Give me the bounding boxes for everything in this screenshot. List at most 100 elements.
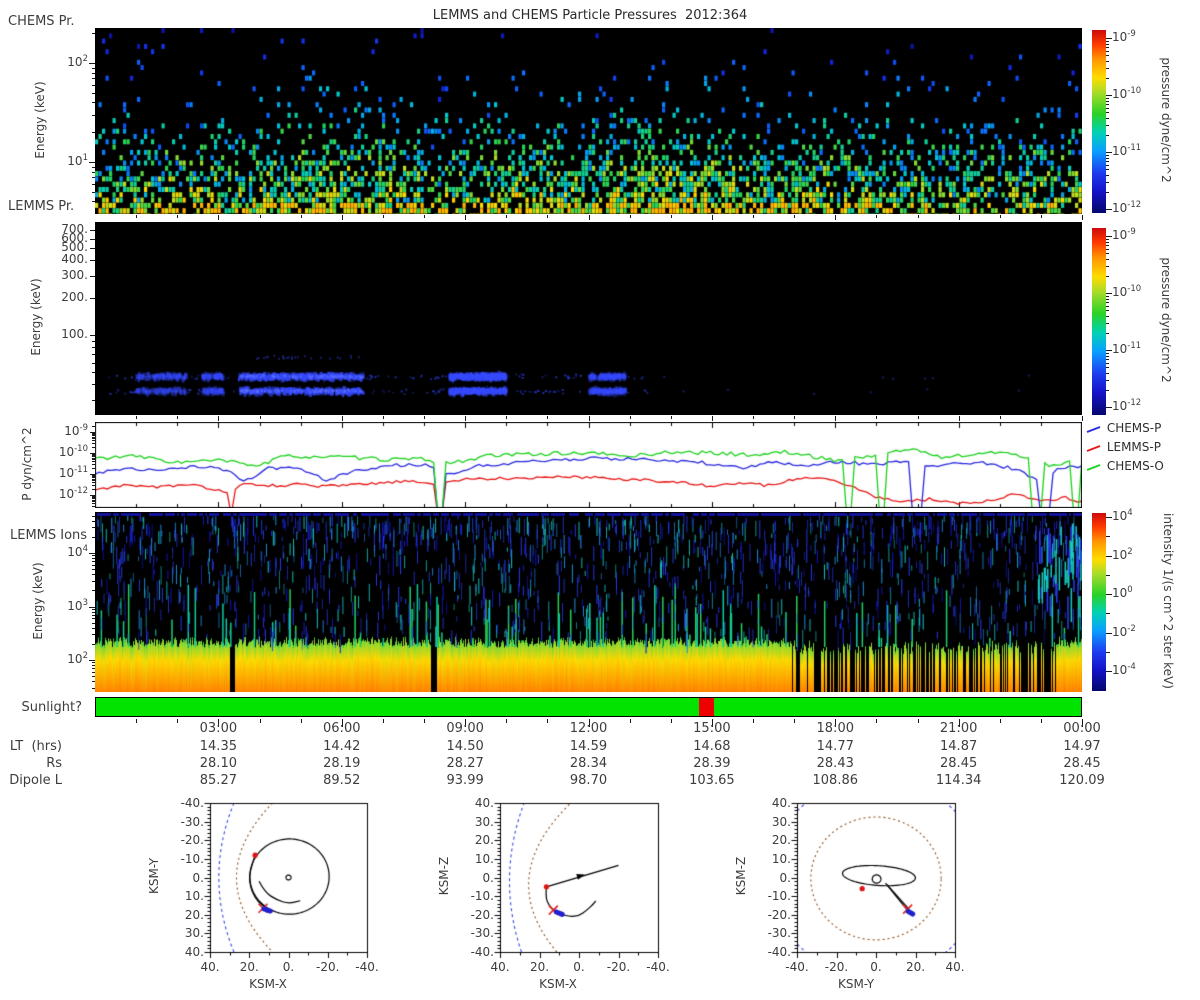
axis-tick	[1106, 175, 1109, 176]
axis-tick	[1106, 41, 1109, 42]
axis-tick	[92, 93, 95, 94]
axis-tick	[90, 248, 95, 249]
axis-tick	[918, 416, 919, 419]
axis-tick	[92, 184, 95, 185]
axis-tick	[92, 496, 95, 497]
axis-tick	[92, 615, 95, 616]
orbit-ytick-label: -40.	[767, 945, 791, 959]
axis-tick	[1106, 161, 1109, 162]
tick-label: 400.	[61, 252, 88, 267]
orbit2-xlabel: KSM-Y	[837, 977, 875, 991]
axis-tick	[712, 416, 713, 421]
orbit-ytick-label: -30.	[767, 926, 791, 941]
axis-tick	[1106, 353, 1109, 354]
axis-tick	[1106, 299, 1109, 300]
axis-tick	[92, 479, 95, 480]
orbit-ytick-label: 30.	[771, 814, 791, 829]
axis-tick	[1106, 302, 1109, 303]
axis-tick	[753, 416, 754, 419]
axis-tick	[1106, 293, 1112, 294]
axis-tick	[630, 215, 631, 218]
log-tick-label: 10-10	[1112, 284, 1142, 299]
axis-tick	[753, 719, 754, 723]
orbit-xtick-label: -40.	[355, 960, 379, 974]
axis-tick	[1106, 259, 1109, 260]
axis-tick	[1106, 236, 1112, 237]
axis-tick	[342, 416, 343, 421]
axis-tick	[90, 239, 95, 240]
time-tick-label: 18:00	[816, 721, 854, 736]
orbit-ytick-label: 0.	[779, 870, 791, 885]
axis-tick	[90, 230, 95, 231]
axis-tick	[90, 432, 95, 433]
axis-tick	[1106, 333, 1109, 334]
log-tick-label: 102	[67, 651, 88, 666]
axis-tick	[90, 260, 95, 261]
panel2-ylabel: Energy (keV)	[29, 278, 43, 356]
axis-tick	[89, 660, 95, 661]
axis-tick	[92, 115, 95, 116]
axis-tick	[876, 416, 877, 419]
axis-tick	[1106, 390, 1109, 391]
axis-tick	[1106, 407, 1112, 408]
axis-tick	[92, 634, 95, 635]
axis-tick	[1041, 416, 1042, 419]
axis-tick	[89, 607, 95, 608]
axis-tick	[589, 215, 590, 220]
axis-tick	[92, 558, 95, 559]
lemms-pressure-spectrogram	[95, 222, 1082, 415]
ephemeris-value: 85.27	[199, 773, 237, 788]
axis-tick	[92, 437, 95, 438]
axis-tick	[465, 719, 466, 727]
orbit-ytick-label: -20.	[767, 907, 791, 922]
axis-tick	[92, 688, 95, 689]
log-tick-label: 10-10	[1112, 86, 1142, 101]
axis-tick	[1106, 108, 1109, 109]
axis-tick	[1106, 95, 1112, 96]
axis-tick	[1106, 594, 1112, 595]
axis-tick	[92, 521, 95, 522]
legend-item-chems-p: CHEMS-P	[1086, 421, 1161, 437]
axis-tick	[1106, 125, 1109, 126]
axis-tick	[92, 85, 95, 86]
axis-tick	[589, 416, 590, 421]
log-tick-label: 100	[1112, 585, 1133, 600]
axis-tick	[92, 73, 95, 74]
axis-tick	[1106, 613, 1110, 614]
axis-tick	[1106, 209, 1112, 210]
axis-tick	[589, 719, 590, 727]
axis-tick	[671, 215, 672, 218]
orbit-xtick-label: -20.	[316, 960, 340, 974]
ephemeris-value: 89.52	[323, 773, 361, 788]
axis-tick	[1106, 182, 1109, 183]
axis-tick	[1106, 239, 1109, 240]
log-tick-label: 104	[1112, 508, 1133, 523]
log-tick-label: 10-2	[1112, 623, 1136, 639]
axis-tick	[136, 719, 137, 723]
ephemeris-value: 93.99	[446, 773, 484, 788]
axis-tick	[92, 498, 95, 499]
axis-tick	[90, 474, 95, 475]
axis-tick	[92, 363, 95, 364]
axis-tick	[1106, 169, 1109, 170]
orbit1-ylabel: KSM-Z	[437, 856, 451, 896]
axis-tick	[92, 347, 95, 348]
axis-tick	[671, 416, 672, 419]
axis-tick	[92, 167, 95, 168]
axis-tick	[92, 565, 95, 566]
lemms-ions-spectrogram	[95, 512, 1082, 692]
axis-tick	[959, 215, 960, 220]
orbit-xtick-label: 0.	[573, 960, 585, 974]
axis-tick	[92, 527, 95, 528]
log-tick-label: 102	[1112, 546, 1133, 562]
axis-tick	[1106, 47, 1109, 48]
ephemeris-value: 14.50	[446, 739, 484, 754]
axis-tick	[794, 215, 795, 218]
axis-tick	[835, 215, 836, 220]
axis-tick	[90, 335, 95, 336]
orbit-ytick-label: 30.	[184, 926, 204, 941]
axis-tick	[92, 555, 95, 556]
axis-tick	[1106, 152, 1112, 153]
orbit-plot-ksmz-vs-ksmx	[430, 793, 670, 998]
axis-tick	[301, 719, 302, 723]
